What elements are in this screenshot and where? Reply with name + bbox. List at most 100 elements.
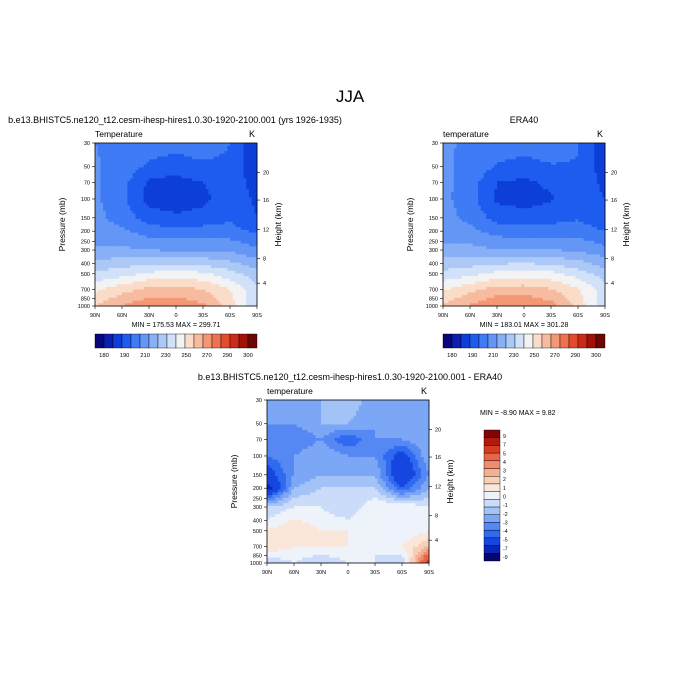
heatmap-cell bbox=[173, 254, 177, 258]
heatmap-cell bbox=[181, 300, 185, 304]
heatmap-cell bbox=[108, 151, 112, 155]
heatmap-cell bbox=[178, 145, 182, 149]
heatmap-cell bbox=[240, 238, 244, 242]
heatmap-cell bbox=[572, 189, 576, 193]
heatmap-cell bbox=[178, 243, 182, 247]
heatmap-cell bbox=[124, 153, 128, 157]
heatmap-cell bbox=[194, 286, 198, 291]
heatmap-cell bbox=[194, 300, 198, 304]
heatmap-cell bbox=[445, 170, 449, 174]
heatmap-cell bbox=[181, 295, 185, 299]
heatmap-cell bbox=[567, 162, 571, 166]
heatmap-cell bbox=[200, 194, 204, 198]
heatmap-cell bbox=[205, 303, 209, 307]
y-tick-label: 50 bbox=[84, 165, 90, 171]
heatmap-cell bbox=[146, 246, 150, 250]
heatmap-cell bbox=[200, 259, 204, 263]
heatmap-cell bbox=[232, 178, 236, 182]
heatmap-cell bbox=[521, 200, 525, 204]
heatmap-cell bbox=[138, 181, 142, 185]
heatmap-cell bbox=[205, 278, 209, 282]
heatmap-cell bbox=[224, 276, 228, 280]
heatmap-cell bbox=[149, 243, 153, 247]
heatmap-cell bbox=[238, 181, 242, 185]
heatmap-cell bbox=[194, 153, 198, 157]
heatmap-cell bbox=[189, 178, 193, 182]
heatmap-cell bbox=[227, 191, 231, 196]
heatmap-cell bbox=[146, 183, 150, 187]
heatmap-cell bbox=[213, 156, 217, 160]
heatmap-cell bbox=[122, 178, 126, 182]
heatmap-cell bbox=[197, 189, 201, 193]
heatmap-cell bbox=[181, 270, 185, 274]
heatmap-cell bbox=[596, 164, 600, 168]
heatmap-cell bbox=[181, 262, 185, 266]
heatmap-cell bbox=[138, 172, 142, 176]
heatmap-cell bbox=[475, 153, 479, 157]
heatmap-cell bbox=[100, 156, 104, 160]
heatmap-cell bbox=[111, 251, 115, 255]
heatmap-cell bbox=[213, 151, 217, 155]
heatmap-cell bbox=[227, 172, 231, 176]
heatmap-cell bbox=[510, 200, 514, 204]
heatmap-cell bbox=[524, 164, 528, 168]
heatmap-cell bbox=[230, 191, 234, 196]
heatmap-cell bbox=[227, 276, 231, 280]
heatmap-cell bbox=[238, 238, 242, 242]
heatmap-cell bbox=[230, 289, 234, 293]
heatmap-cell bbox=[534, 194, 538, 198]
heatmap-cell bbox=[130, 289, 134, 293]
heatmap-cell bbox=[95, 164, 99, 168]
heatmap-cell bbox=[232, 265, 236, 269]
heatmap-cell bbox=[243, 267, 247, 272]
heatmap-cell bbox=[572, 183, 576, 187]
heatmap-cell bbox=[505, 143, 509, 147]
heatmap-cell bbox=[219, 183, 223, 187]
heatmap-cell bbox=[154, 191, 158, 196]
heatmap-cell bbox=[224, 178, 228, 182]
heatmap-cell bbox=[127, 238, 131, 242]
heatmap-cell bbox=[127, 259, 131, 263]
heatmap-cell bbox=[499, 167, 503, 171]
heatmap-cell bbox=[165, 162, 169, 166]
heatmap-cell bbox=[100, 183, 104, 187]
right-tick-label: 20 bbox=[263, 170, 269, 176]
heatmap-cell bbox=[205, 194, 209, 198]
colorbar-box bbox=[247, 333, 258, 349]
heatmap-cell bbox=[551, 172, 555, 176]
heatmap-cell bbox=[240, 189, 244, 193]
heatmap-cell bbox=[238, 162, 242, 166]
heatmap-cell bbox=[197, 178, 201, 182]
heatmap-cell bbox=[178, 159, 182, 163]
heatmap-cell bbox=[559, 175, 563, 179]
heatmap-cell bbox=[178, 219, 182, 223]
heatmap-cell bbox=[459, 156, 463, 160]
heatmap-cell bbox=[534, 175, 538, 179]
heatmap-cell bbox=[130, 162, 134, 166]
heatmap-cell bbox=[588, 170, 592, 174]
x-tick-label: 60N bbox=[117, 313, 127, 319]
heatmap-cell bbox=[167, 164, 171, 168]
heatmap-cell bbox=[243, 259, 247, 263]
heatmap-cell bbox=[240, 227, 244, 231]
heatmap-cell bbox=[124, 178, 128, 182]
heatmap-cell bbox=[232, 251, 236, 255]
heatmap-cell bbox=[248, 297, 252, 301]
heatmap-cell bbox=[176, 181, 180, 185]
heatmap-cell bbox=[211, 194, 215, 198]
heatmap-cell bbox=[591, 191, 595, 196]
heatmap-cell bbox=[97, 303, 101, 307]
heatmap-cell bbox=[461, 156, 465, 160]
heatmap-cell bbox=[184, 229, 188, 234]
heatmap-cell bbox=[122, 292, 126, 296]
heatmap-cell bbox=[540, 164, 544, 168]
heatmap-cell bbox=[588, 167, 592, 171]
heatmap-cell bbox=[238, 205, 242, 209]
heatmap-cell bbox=[567, 178, 571, 182]
heatmap-cell bbox=[513, 183, 517, 187]
heatmap-cell bbox=[248, 251, 252, 255]
heatmap-cell bbox=[235, 248, 239, 253]
heatmap-cell bbox=[178, 200, 182, 204]
heatmap-cell bbox=[497, 183, 501, 187]
heatmap-cell bbox=[122, 167, 126, 171]
